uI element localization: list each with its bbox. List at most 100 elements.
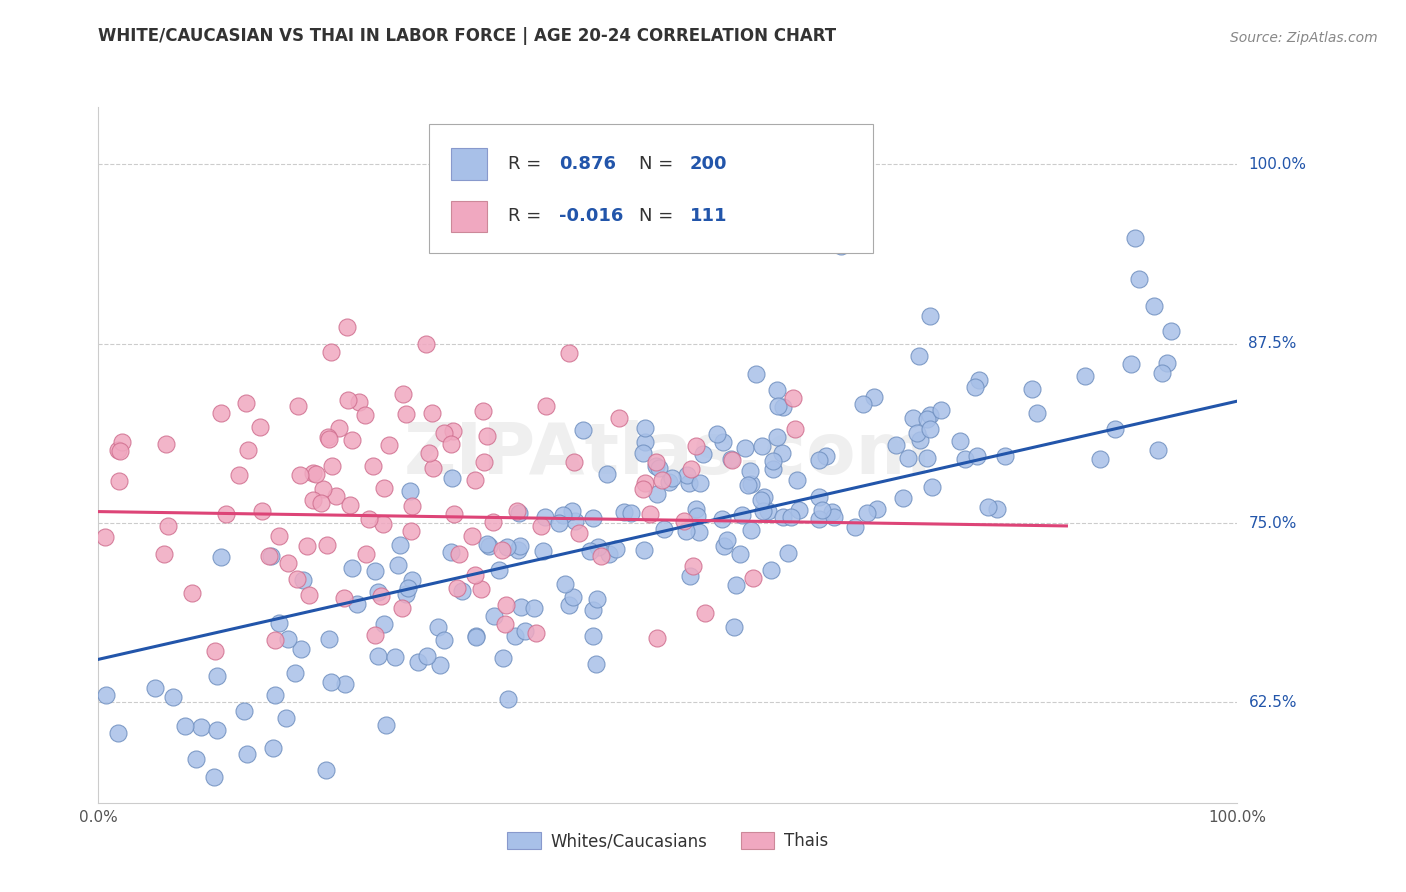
Point	[285, 572, 308, 586]
Point	[564, 515, 586, 529]
Point	[337, 392, 360, 407]
FancyBboxPatch shape	[429, 125, 873, 253]
Point	[157, 519, 180, 533]
Point	[359, 511, 381, 525]
Point	[465, 631, 488, 645]
Point	[595, 467, 617, 481]
Point	[389, 538, 412, 552]
Point	[772, 400, 794, 414]
Point	[209, 406, 232, 420]
Point	[464, 474, 486, 488]
Point	[440, 545, 463, 559]
Point	[676, 468, 699, 483]
Point	[420, 406, 443, 420]
Point	[820, 505, 842, 519]
Point	[678, 475, 700, 490]
Point	[340, 433, 363, 447]
Point	[891, 491, 914, 505]
Point	[929, 402, 952, 417]
Point	[531, 544, 554, 558]
Point	[564, 455, 586, 469]
Point	[477, 537, 499, 551]
Point	[108, 443, 131, 458]
Point	[427, 620, 450, 634]
Point	[1026, 406, 1049, 420]
Point	[236, 747, 259, 761]
Point	[713, 540, 735, 554]
Point	[530, 519, 553, 533]
Point	[52, 532, 75, 546]
FancyBboxPatch shape	[451, 201, 488, 232]
Point	[384, 650, 406, 665]
Point	[46, 690, 69, 704]
Point	[613, 505, 636, 519]
Point	[534, 510, 557, 524]
Point	[738, 464, 761, 478]
Point	[645, 454, 668, 468]
Text: R =: R =	[508, 155, 547, 173]
Point	[44, 603, 66, 617]
Point	[363, 564, 385, 578]
Point	[387, 558, 409, 572]
Point	[1156, 355, 1178, 369]
Point	[190, 720, 212, 734]
Point	[328, 421, 350, 435]
FancyBboxPatch shape	[451, 148, 488, 180]
Point	[277, 632, 299, 646]
Point	[418, 446, 440, 460]
Point	[582, 629, 605, 643]
Point	[361, 459, 384, 474]
Point	[276, 711, 298, 725]
Point	[711, 511, 734, 525]
Point	[491, 651, 513, 665]
Point	[236, 442, 259, 457]
Point	[494, 616, 516, 631]
Point	[1121, 357, 1143, 371]
Point	[464, 568, 486, 582]
Point	[762, 462, 785, 476]
Point	[508, 543, 530, 558]
Point	[689, 475, 711, 490]
Text: 111: 111	[690, 207, 727, 226]
Point	[751, 439, 773, 453]
Point	[406, 656, 429, 670]
Point	[905, 426, 928, 441]
Point	[661, 470, 683, 484]
Point	[378, 438, 401, 452]
Point	[723, 620, 745, 634]
Point	[235, 396, 257, 410]
Point	[633, 446, 655, 460]
Point	[765, 430, 787, 444]
Point	[953, 452, 976, 467]
Point	[807, 512, 830, 526]
Point	[301, 466, 323, 480]
Point	[631, 482, 654, 496]
Point	[645, 631, 668, 645]
Point	[1261, 319, 1284, 334]
Point	[269, 529, 291, 543]
Point	[682, 559, 704, 574]
Point	[510, 600, 533, 615]
Point	[908, 433, 931, 447]
Point	[371, 516, 394, 531]
Point	[395, 407, 418, 421]
Point	[32, 722, 55, 736]
Point	[582, 603, 605, 617]
Text: N =: N =	[638, 207, 679, 226]
Point	[807, 452, 830, 467]
Point	[373, 481, 395, 495]
Point	[652, 522, 675, 536]
Point	[582, 511, 605, 525]
Point	[918, 409, 941, 423]
Point	[917, 412, 939, 426]
Point	[202, 770, 225, 784]
Point	[262, 740, 284, 755]
Point	[401, 499, 423, 513]
Point	[347, 395, 370, 409]
Point	[856, 506, 879, 520]
Point	[1073, 369, 1095, 384]
Point	[440, 471, 463, 485]
Point	[768, 400, 790, 414]
Point	[304, 832, 326, 847]
Point	[752, 490, 775, 504]
